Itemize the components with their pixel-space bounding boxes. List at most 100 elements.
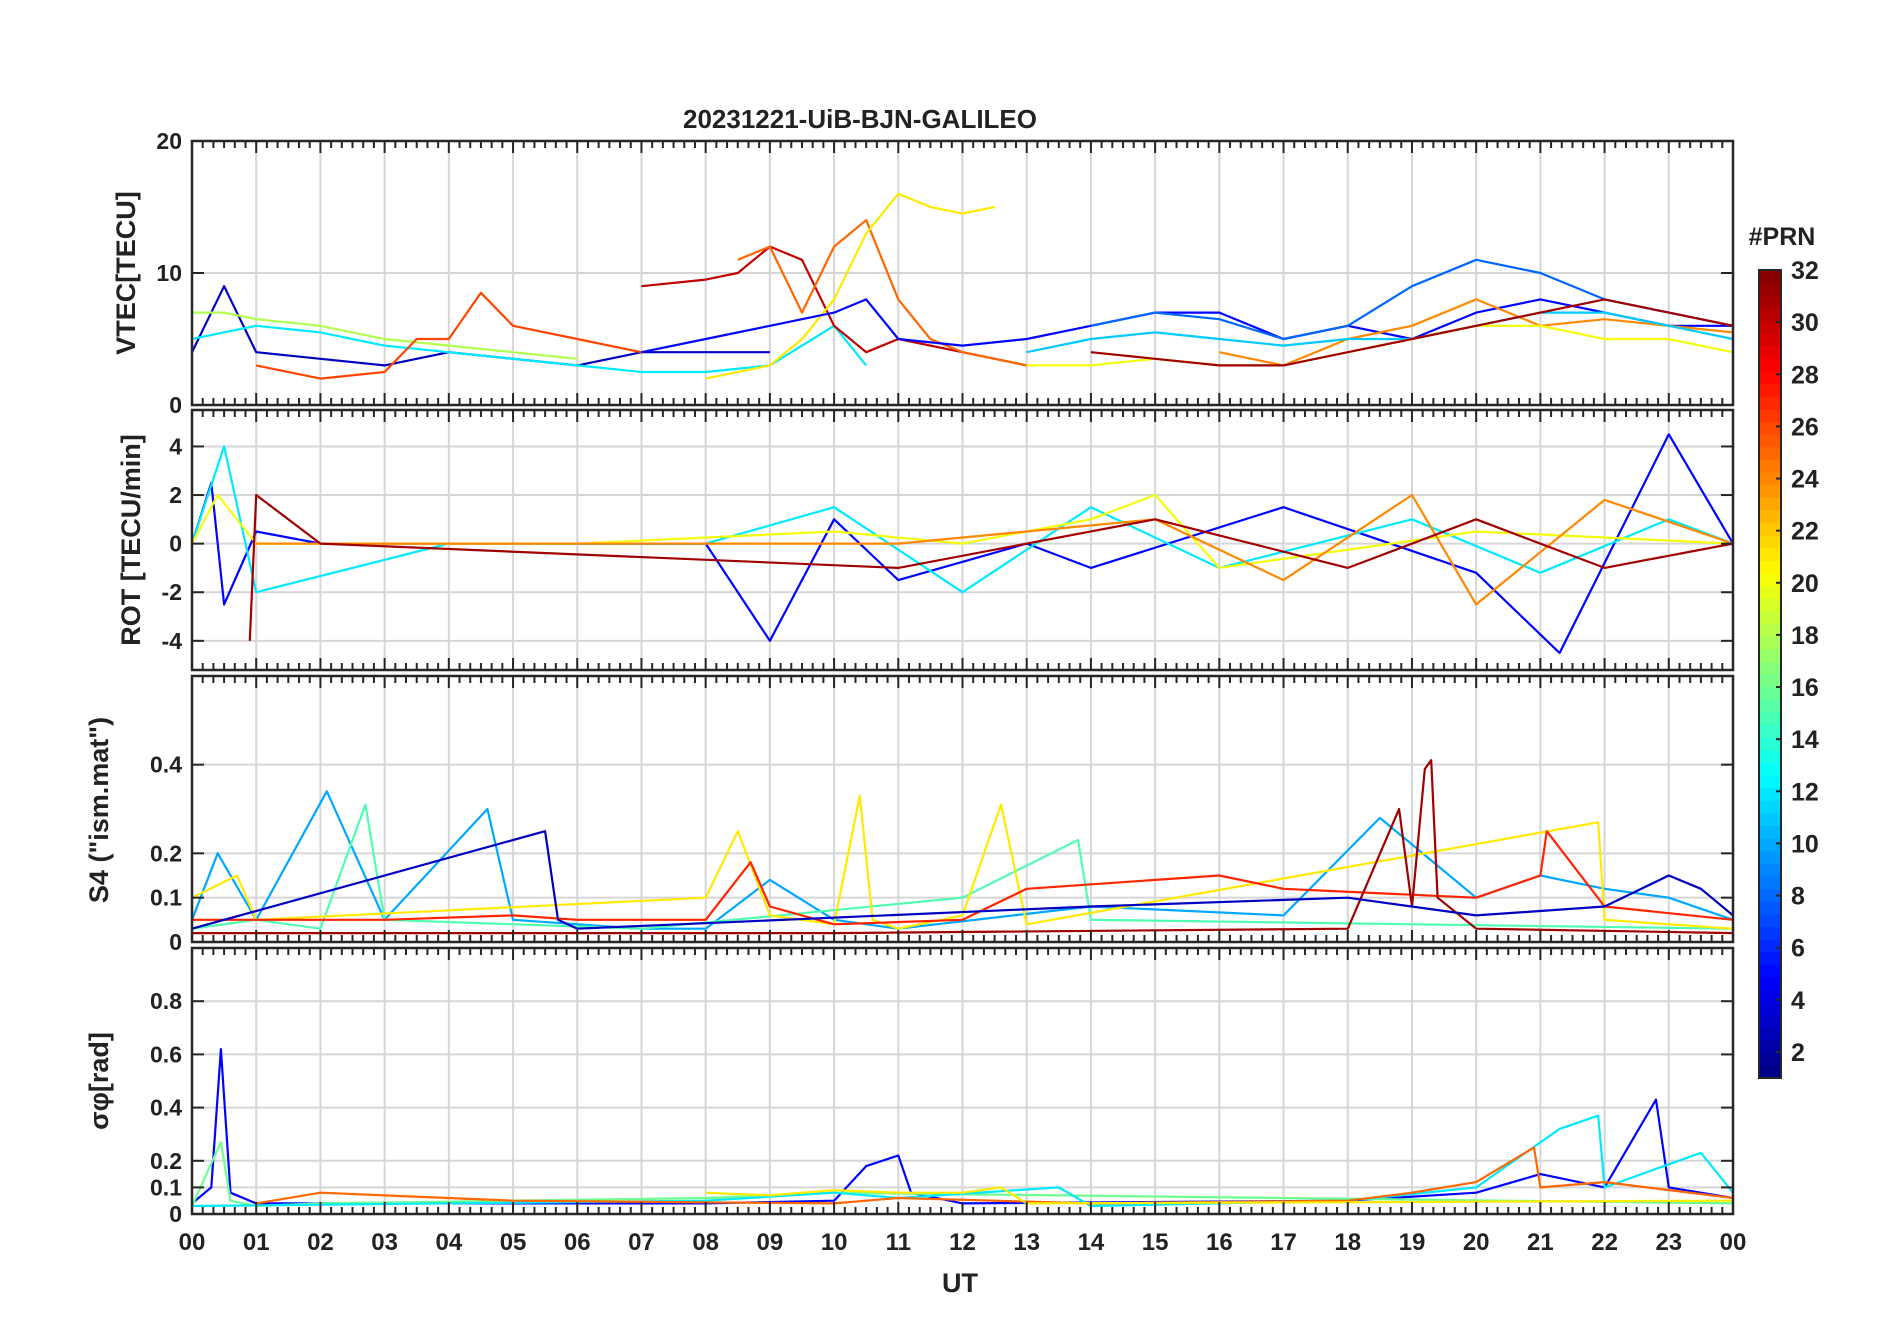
- colorbar-band: [1759, 345, 1781, 359]
- colorbar-band: [1759, 509, 1781, 524]
- series-group: [192, 433, 1733, 655]
- colorbar-band: [1759, 838, 1781, 852]
- colorbar-band: [1759, 358, 1781, 372]
- colorbar-band: [1759, 812, 1781, 827]
- colorbar-band: [1759, 888, 1781, 902]
- colorbar-band: [1759, 989, 1781, 1003]
- y-tick-label: 10: [156, 260, 182, 286]
- colorbar-band: [1759, 396, 1781, 410]
- colorbar-band: [1759, 1040, 1781, 1054]
- sigma-phi-axis-label: σφ[rad]: [84, 1032, 114, 1130]
- y-tick-label: 0.2: [150, 840, 182, 866]
- x-tick-label: 18: [1334, 1229, 1361, 1256]
- colorbar-band: [1759, 951, 1781, 965]
- colorbar-band: [1759, 762, 1781, 776]
- colorbar-band: [1759, 522, 1781, 536]
- x-tick-label: 03: [371, 1229, 398, 1256]
- colorbar-band: [1759, 825, 1781, 839]
- y-tick-label: 0.1: [150, 1174, 182, 1200]
- x-tick-label: 00: [179, 1229, 206, 1256]
- colorbar-band: [1759, 737, 1781, 751]
- colorbar-band: [1759, 434, 1781, 448]
- colorbar-band: [1759, 282, 1781, 296]
- prn-3-line: [192, 285, 770, 367]
- colorbar-tick-label: 18: [1791, 622, 1819, 650]
- y-tick-label: 0: [169, 531, 182, 557]
- colorbar-band: [1759, 674, 1781, 688]
- x-tick-label: 08: [692, 1229, 719, 1256]
- colorbar-band: [1759, 724, 1781, 738]
- series-group: [192, 759, 1733, 935]
- y-tick-label: 0.8: [150, 988, 182, 1014]
- x-tick-label: 14: [1078, 1229, 1105, 1256]
- y-tick-label: -2: [162, 579, 182, 605]
- colorbar-band: [1759, 775, 1781, 789]
- prn-12-line: [192, 445, 1733, 594]
- colorbar-band: [1759, 560, 1781, 574]
- colorbar-tick-label: 32: [1791, 257, 1819, 285]
- colorbar-band: [1759, 1065, 1781, 1079]
- colorbar-band: [1759, 636, 1781, 650]
- prn-25-line: [737, 219, 1027, 367]
- colorbar-band: [1759, 901, 1781, 915]
- x-tick-label: 16: [1206, 1229, 1233, 1256]
- prn-31-line: [248, 493, 1733, 641]
- y-tick-label: 0.1: [150, 885, 182, 911]
- x-tick-label: 09: [757, 1229, 784, 1256]
- colorbar-tick-label: 20: [1791, 570, 1819, 598]
- colorbar-label: #PRN: [1749, 223, 1816, 251]
- colorbar-band: [1759, 333, 1781, 347]
- y-tick-label: 20: [156, 128, 182, 154]
- prn-11-line: [1026, 311, 1733, 354]
- colorbar-band: [1759, 270, 1781, 284]
- colorbar-band: [1759, 648, 1781, 662]
- colorbar-band: [1759, 939, 1781, 953]
- colorbar-band: [1759, 497, 1781, 511]
- x-tick-label: 06: [564, 1229, 591, 1256]
- colorbar-band: [1759, 421, 1781, 435]
- colorbar-band: [1759, 863, 1781, 877]
- colorbar-band: [1759, 926, 1781, 940]
- x-axis-label: UT: [942, 1268, 978, 1298]
- colorbar-band: [1759, 850, 1781, 864]
- vtec-panel: 0 10 20 VTEC[TECU]: [111, 128, 1735, 418]
- colorbar-band: [1759, 598, 1781, 612]
- vtec-axis-label: VTEC[TECU]: [111, 191, 141, 355]
- colorbar-tick-label: 28: [1791, 361, 1819, 389]
- y-tick-label: 4: [169, 433, 182, 459]
- colorbar-band: [1759, 686, 1781, 700]
- s4-axis-label: S4 ("ism.mat"): [84, 717, 114, 903]
- colorbar-band: [1759, 1002, 1781, 1016]
- y-tick-label: 0.2: [150, 1148, 182, 1174]
- x-tick-label: 11: [886, 1229, 911, 1256]
- colorbar-tick-label: 24: [1791, 466, 1819, 494]
- colorbar-band: [1759, 535, 1781, 549]
- x-tick-label: 04: [435, 1229, 462, 1256]
- colorbar-band: [1759, 787, 1781, 801]
- prn-26-line: [255, 291, 642, 380]
- y-tick-label: 0.6: [150, 1041, 182, 1067]
- colorbar-band: [1759, 1027, 1781, 1041]
- colorbar-tick-label: 22: [1791, 518, 1819, 546]
- prn-31-line: [1090, 298, 1733, 367]
- colorbar-tick-label: 12: [1791, 778, 1819, 806]
- prn-24-line: [1219, 298, 1733, 367]
- x-tick-label: 12: [949, 1229, 976, 1256]
- prn-3-line: [192, 830, 1733, 930]
- y-tick-label: 0: [169, 929, 182, 955]
- colorbar-band: [1759, 913, 1781, 928]
- colorbar-band: [1759, 623, 1781, 637]
- colorbar-tick-label: 2: [1791, 1039, 1805, 1067]
- rot-panel: -4 -2 0 2 4 ROT [TECU/min]: [116, 408, 1735, 672]
- x-tick-label: 00: [1720, 1229, 1747, 1256]
- colorbar-band: [1759, 320, 1781, 334]
- colorbar-tick-label: 6: [1791, 935, 1805, 963]
- colorbar-band: [1759, 699, 1781, 713]
- colorbar-tick-label: 8: [1791, 883, 1805, 911]
- colorbar-band: [1759, 472, 1781, 486]
- colorbar-tick-label: 16: [1791, 674, 1819, 702]
- colorbar-band: [1759, 1014, 1781, 1029]
- chart-title: 20231221-UiB-BJN-GALILEO: [683, 104, 1037, 134]
